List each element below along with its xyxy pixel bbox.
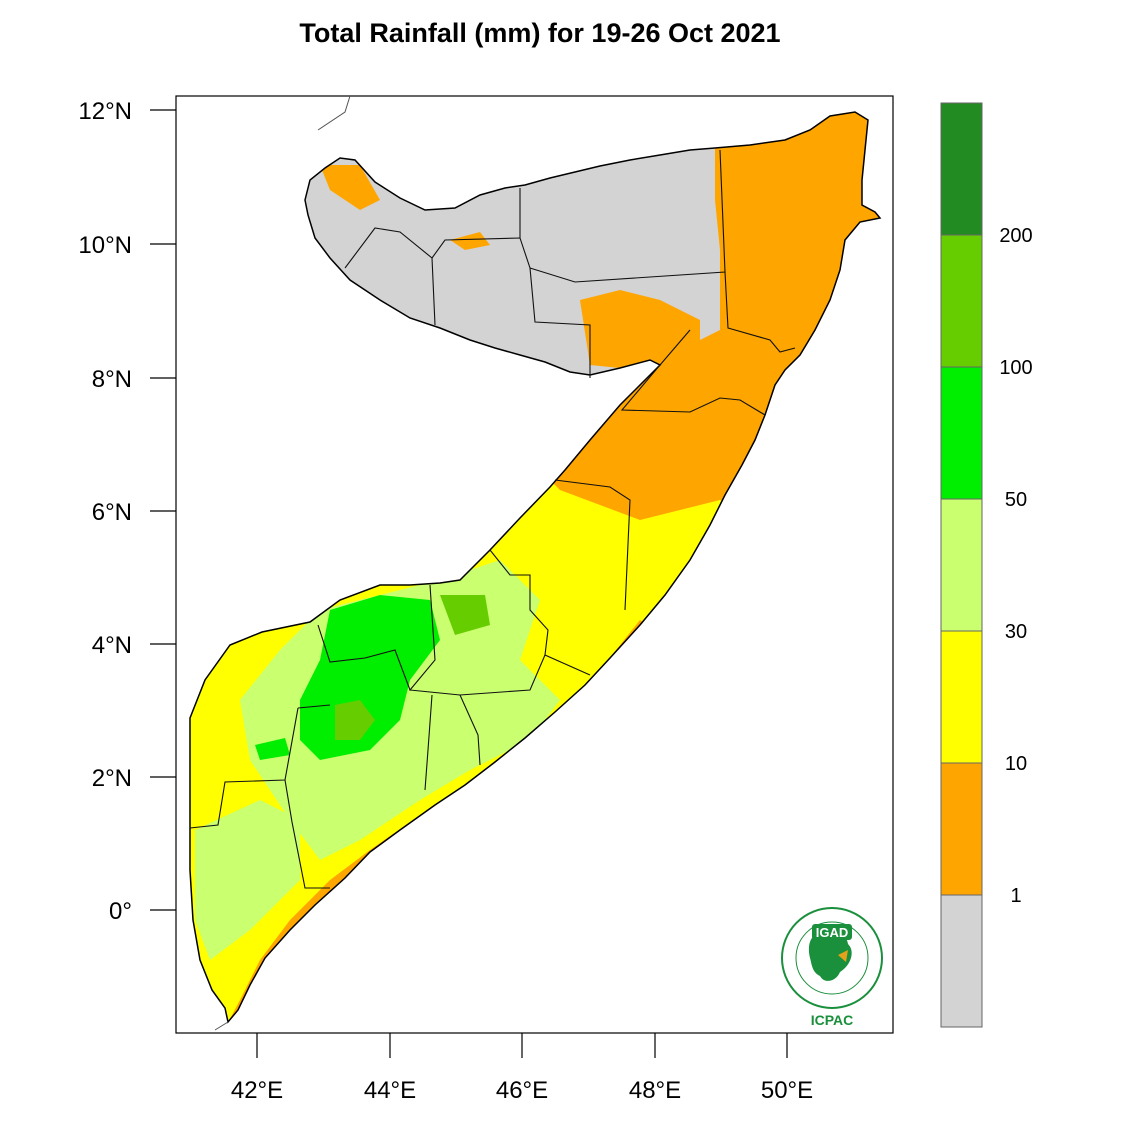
colorbar-label-100: 100: [999, 357, 1032, 379]
lat-label-0: 0°: [109, 898, 132, 925]
logo-igad-text: IGAD: [816, 925, 849, 940]
admin-boundaries: [189, 149, 796, 889]
rainfall-field: [190, 112, 880, 1022]
lat-label-8N: 8°N: [92, 366, 132, 393]
colorbar-segment: [940, 630, 983, 764]
colorbar-segment: [940, 234, 983, 368]
colorbar-segment: [940, 762, 983, 896]
axis-ticks: [150, 109, 788, 1058]
lat-label-12N: 12°N: [78, 98, 132, 125]
lat-label-4N: 4°N: [92, 632, 132, 659]
colorbar-segment: [940, 498, 983, 632]
lon-label-44E: 44°E: [364, 1077, 416, 1104]
lat-label-2N: 2°N: [92, 765, 132, 792]
lat-label-6N: 6°N: [92, 499, 132, 526]
border-kenya-coast: [214, 1021, 229, 1031]
colorbar-label-50: 50: [1005, 489, 1027, 511]
lon-label-42E: 42°E: [231, 1077, 283, 1104]
border-djibouti: [317, 95, 351, 131]
colorbar: [940, 102, 983, 1028]
logo-icpac-text: ICPAC: [811, 1012, 854, 1028]
lat-label-10N: 10°N: [78, 232, 132, 259]
lon-label-46E: 46°E: [496, 1077, 548, 1104]
lon-label-48E: 48°E: [629, 1077, 681, 1104]
colorbar-label-10: 10: [1005, 753, 1027, 775]
colorbar-segment: [940, 894, 983, 1028]
colorbar-label-30: 30: [1005, 621, 1027, 643]
chart-title: Total Rainfall (mm) for 19-26 Oct 2021: [299, 18, 781, 48]
colorbar-segment: [940, 102, 983, 236]
colorbar-segment: [940, 366, 983, 500]
colorbar-label-200: 200: [999, 225, 1032, 247]
colorbar-label-1: 1: [1010, 885, 1021, 907]
igad-logo: IGAD ICPAC: [781, 907, 883, 1028]
lon-label-50E: 50°E: [761, 1077, 813, 1104]
plot-frame: [175, 95, 894, 1034]
